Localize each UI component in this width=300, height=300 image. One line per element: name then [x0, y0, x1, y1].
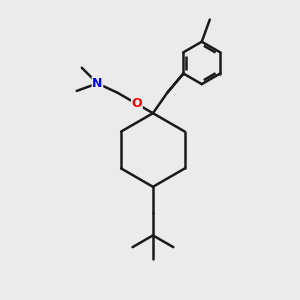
Text: N: N — [92, 77, 103, 90]
Text: O: O — [132, 98, 142, 110]
